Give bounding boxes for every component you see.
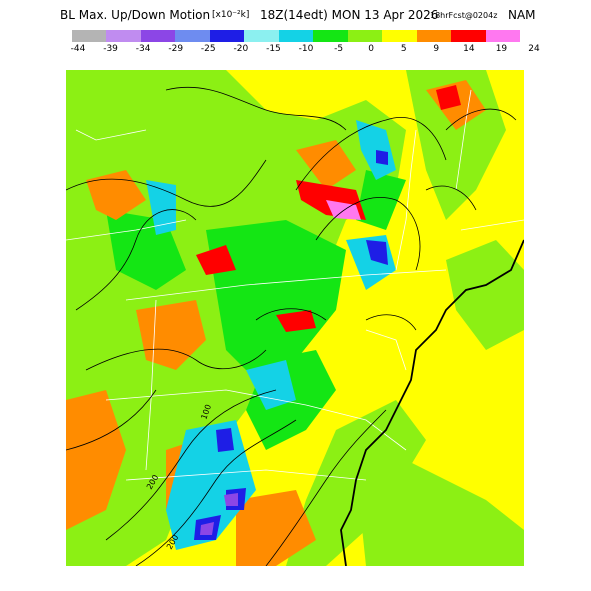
legend-tick-label: 19 bbox=[495, 44, 508, 54]
state-border bbox=[395, 129, 417, 271]
contour-line bbox=[135, 419, 297, 566]
legend-tick-label: 14 bbox=[463, 44, 475, 54]
dark-green-region bbox=[356, 170, 406, 230]
blue-region bbox=[376, 150, 388, 165]
contour-line bbox=[66, 159, 267, 207]
contour-line bbox=[165, 86, 347, 131]
legend-swatch bbox=[416, 30, 452, 42]
blue-region bbox=[216, 428, 234, 452]
state-border bbox=[305, 404, 407, 451]
state-border bbox=[365, 329, 407, 371]
cyan-region bbox=[146, 180, 176, 235]
legend-tick-label: -25 bbox=[200, 44, 216, 54]
legend-tick-label: 0 bbox=[368, 44, 375, 54]
cyan-region bbox=[246, 360, 296, 410]
state-border bbox=[125, 469, 367, 481]
legend-tick-label: -34 bbox=[135, 44, 151, 54]
contour-line bbox=[425, 185, 477, 211]
legend-swatch bbox=[244, 30, 279, 42]
title-valid-time: 18Z(14edt) MON 13 Apr 2026 bbox=[260, 8, 439, 22]
map-title: BL Max. Up/Down Motion [x10⁻²k] 18Z(14ed… bbox=[60, 6, 536, 24]
legend-tick-label: -5 bbox=[334, 44, 344, 54]
legend-tick-label: -29 bbox=[168, 44, 184, 54]
legend-tick-label: 9 bbox=[433, 44, 440, 54]
legend-tick-label: 24 bbox=[528, 44, 540, 54]
legend-swatch bbox=[451, 30, 486, 42]
contour-line bbox=[75, 209, 197, 311]
title-model: NAM bbox=[508, 8, 536, 22]
contour-line bbox=[265, 409, 387, 566]
contour-line bbox=[66, 389, 157, 451]
title-forecast-info: 18hrFcst@0204z bbox=[430, 11, 498, 20]
legend-swatch bbox=[175, 30, 210, 42]
contour-lines bbox=[66, 86, 517, 566]
contour-line bbox=[315, 197, 421, 271]
purple-region bbox=[224, 493, 238, 506]
purple-regions bbox=[200, 493, 238, 535]
red-region bbox=[196, 245, 236, 275]
contour-line bbox=[295, 117, 447, 191]
state-border bbox=[455, 89, 472, 191]
dark-green-region bbox=[206, 220, 346, 380]
orange-region bbox=[66, 390, 126, 530]
legend-swatch bbox=[347, 30, 383, 42]
red-region bbox=[436, 85, 461, 110]
cyan-region bbox=[166, 420, 256, 550]
coastline-path bbox=[340, 239, 524, 566]
title-unit: [x10⁻²k] bbox=[212, 10, 250, 20]
vertical-motion-map: 100 200 200 bbox=[66, 70, 524, 566]
blue-region bbox=[366, 240, 388, 265]
legend-tick-label: -44 bbox=[70, 44, 86, 54]
color-legend bbox=[72, 30, 521, 44]
legend-tick-label: 5 bbox=[400, 44, 407, 54]
red-region bbox=[276, 310, 316, 332]
state-border bbox=[75, 129, 147, 141]
state-borders bbox=[66, 89, 524, 481]
legend-swatch bbox=[106, 30, 141, 42]
legend-swatch bbox=[313, 30, 348, 42]
contour-line bbox=[85, 348, 267, 371]
legend-swatch bbox=[382, 30, 417, 42]
state-border bbox=[105, 389, 307, 406]
coastline bbox=[340, 239, 524, 566]
green-region bbox=[446, 240, 524, 350]
contour-line bbox=[105, 389, 277, 541]
title-main: BL Max. Up/Down Motion bbox=[60, 8, 211, 22]
state-border bbox=[460, 219, 524, 231]
contour-line bbox=[445, 108, 517, 131]
state-border bbox=[145, 299, 157, 471]
legend-tick-label: -15 bbox=[266, 44, 281, 54]
green-region bbox=[356, 460, 524, 566]
contour-line bbox=[255, 308, 327, 321]
legend-tick-label: -20 bbox=[233, 44, 249, 54]
legend-tick-labels: -44 -39 -34 -29 -25 -20 -15 -10 -5 0 5 9 14 19 24 bbox=[62, 44, 540, 58]
legend-swatch bbox=[209, 30, 245, 42]
purple-region bbox=[200, 522, 214, 535]
orange-region bbox=[236, 490, 316, 566]
orange-region bbox=[86, 170, 146, 220]
orange-region bbox=[296, 140, 356, 190]
state-border bbox=[66, 219, 187, 241]
legend-swatch bbox=[485, 30, 521, 42]
legend-swatch bbox=[278, 30, 314, 42]
legend-tick-label: -39 bbox=[103, 44, 118, 54]
contour-line bbox=[365, 314, 417, 331]
legend-tick-label: -10 bbox=[298, 44, 314, 54]
state-border bbox=[125, 269, 447, 301]
legend-swatch bbox=[140, 30, 176, 42]
legend-swatch bbox=[72, 30, 107, 42]
